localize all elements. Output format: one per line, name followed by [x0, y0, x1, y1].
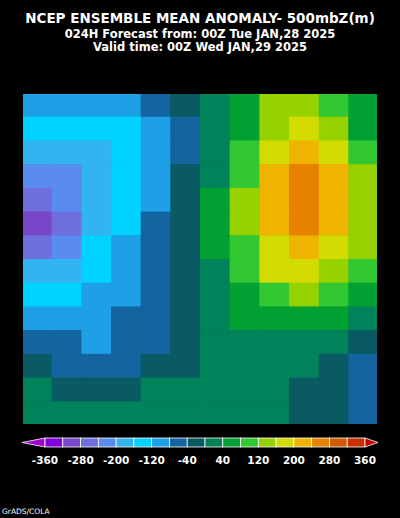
svg-text:-40: -40: [178, 454, 197, 466]
svg-text:Valid time: 00Z Wed JAN,29 202: Valid time: 00Z Wed JAN,29 2025: [93, 40, 307, 54]
svg-text:200: 200: [283, 454, 305, 466]
svg-text:-200: -200: [103, 454, 129, 466]
svg-text:024H Forecast from: 00Z Tue JA: 024H Forecast from: 00Z Tue JAN,28 2025: [65, 27, 336, 41]
svg-text:NCEP ENSEMBLE MEAN ANOMALY- 50: NCEP ENSEMBLE MEAN ANOMALY- 500mbZ(m): [25, 10, 375, 26]
svg-text:-280: -280: [67, 454, 93, 466]
svg-text:120: 120: [247, 454, 269, 466]
svg-text:-360: -360: [32, 454, 58, 466]
svg-text:-120: -120: [139, 454, 165, 466]
svg-text:360: 360: [354, 454, 376, 466]
svg-text:GrADS/COLA: GrADS/COLA: [8, 507, 51, 516]
svg-text:280: 280: [318, 454, 340, 466]
svg-text:40: 40: [215, 454, 230, 466]
